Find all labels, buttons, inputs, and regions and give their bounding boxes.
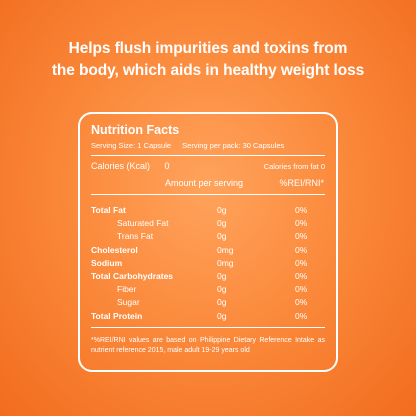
nutrition-facts-panel: Nutrition Facts Serving Size: 1 Capsule … xyxy=(78,112,338,372)
nutrient-row-total-carbohydrates: Total Carbohydrates 0g 0% xyxy=(91,271,325,284)
nutrient-percent: 0% xyxy=(295,270,308,281)
nutrient-percent: 0% xyxy=(295,297,308,308)
nutrient-name: Total Carbohydrates xyxy=(91,270,174,281)
nutrient-amount: 0mg xyxy=(217,257,234,268)
nutrient-percent: 0% xyxy=(295,244,308,255)
serving-per-pack: Serving per pack: 30 Capsules xyxy=(182,141,285,150)
nutrient-name: Cholesterol xyxy=(91,244,138,255)
nutrient-percent: 0% xyxy=(295,310,308,321)
nutrient-name: Total Protein xyxy=(91,310,143,321)
nutrient-percent: 0% xyxy=(295,205,308,215)
serving-size: Serving Size: 1 Capsule xyxy=(91,141,172,150)
nutrient-row-sugar: Sugar 0g 0% xyxy=(91,297,325,310)
nutrient-name: Saturated Fat xyxy=(117,218,169,229)
calories-value: 0 xyxy=(164,161,170,171)
nutrient-percent: 0% xyxy=(295,284,308,295)
nutrient-row-cholesterol: Cholesterol 0mg 0% xyxy=(91,245,325,258)
calories-from-fat: Calories from fat 0 xyxy=(263,162,325,171)
nutrient-amount: 0g xyxy=(217,284,227,295)
nutrient-name: Sodium xyxy=(91,257,123,268)
headline: Helps flush impurities and toxins from t… xyxy=(0,38,416,82)
calories-label: Calories (Kcal) xyxy=(91,161,151,171)
amount-per-serving-header: Amount per serving xyxy=(165,178,244,188)
nutrient-row-trans-fat: Trans Fat 0g 0% xyxy=(91,231,325,244)
headline-line-1: Helps flush impurities and toxins from xyxy=(68,40,348,57)
divider-top xyxy=(91,155,325,156)
serving-info: Serving Size: 1 Capsule Serving per pack… xyxy=(91,141,284,150)
nutrient-percent: 0% xyxy=(295,231,308,242)
nutrient-row-total-protein: Total Protein 0g 0% xyxy=(91,311,325,324)
nutrient-name: Sugar xyxy=(117,297,140,308)
nutrient-row-sodium: Sodium 0mg 0% xyxy=(91,258,325,271)
nutrition-title: Nutrition Facts xyxy=(91,123,180,137)
nutrient-amount: 0g xyxy=(217,310,227,321)
divider-middle xyxy=(91,194,325,195)
nutrient-amount: 0mg xyxy=(217,244,234,255)
nutrient-row-saturated-fat: Saturated Fat 0g 0% xyxy=(91,218,325,231)
nutrient-row-fiber: Fiber 0g 0% xyxy=(91,284,325,297)
rni-header: %REI/RNI* xyxy=(279,178,324,188)
nutrient-percent: 0% xyxy=(295,218,308,229)
nutrient-amount: 0g xyxy=(217,205,227,215)
nutrient-name: Total Fat xyxy=(91,205,126,215)
nutrient-percent: 0% xyxy=(295,257,308,268)
nutrient-amount: 0g xyxy=(217,231,227,242)
nutrient-name: Fiber xyxy=(117,284,137,295)
nutrient-amount: 0g xyxy=(217,297,227,308)
nutrient-table: Total Fat 0g 0% Saturated Fat 0g 0% Tran… xyxy=(91,205,325,324)
calories-row: Calories (Kcal) 0 xyxy=(91,161,170,171)
nutrient-name: Trans Fat xyxy=(117,231,154,242)
nutrient-amount: 0g xyxy=(217,218,227,229)
nutrient-row-total-fat: Total Fat 0g 0% xyxy=(91,205,325,218)
divider-bottom xyxy=(91,327,325,328)
footnote: *%REI/RNI values are based on Philippine… xyxy=(91,337,325,354)
nutrient-amount: 0g xyxy=(217,270,227,281)
headline-line-2: the body, which aids in healthy weight l… xyxy=(51,62,365,79)
